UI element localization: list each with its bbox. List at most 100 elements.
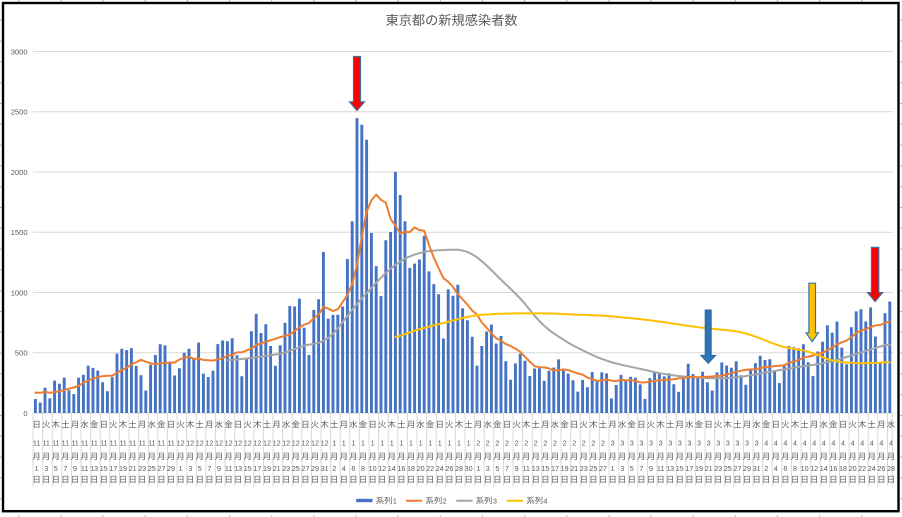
svg-text:28: 28 — [455, 464, 463, 473]
svg-text:3: 3 — [726, 439, 730, 448]
svg-text:15: 15 — [244, 464, 252, 473]
svg-text:11: 11 — [657, 464, 664, 473]
svg-text:1: 1 — [611, 464, 615, 473]
svg-text:17: 17 — [551, 464, 559, 473]
svg-text:22: 22 — [858, 464, 866, 473]
svg-text:1500: 1500 — [11, 228, 28, 237]
svg-text:5: 5 — [630, 464, 634, 473]
svg-text:25: 25 — [724, 464, 732, 473]
svg-text:4: 4 — [879, 439, 883, 448]
svg-text:29: 29 — [743, 464, 751, 473]
svg-text:1: 1 — [332, 439, 336, 448]
svg-text:15: 15 — [541, 464, 549, 473]
svg-text:12: 12 — [205, 439, 213, 448]
svg-text:2500: 2500 — [11, 108, 28, 117]
svg-text:9: 9 — [649, 464, 653, 473]
svg-text:11: 11 — [167, 439, 174, 448]
svg-text:23: 23 — [580, 464, 588, 473]
svg-text:4: 4 — [870, 439, 874, 448]
svg-text:18: 18 — [839, 464, 847, 473]
svg-text:3: 3 — [697, 439, 701, 448]
svg-text:4: 4 — [803, 439, 807, 448]
svg-text:25: 25 — [148, 464, 156, 473]
svg-text:5: 5 — [495, 464, 499, 473]
svg-text:19: 19 — [561, 464, 569, 473]
svg-text:12: 12 — [177, 439, 185, 448]
svg-text:11: 11 — [522, 464, 529, 473]
svg-text:16: 16 — [397, 464, 405, 473]
svg-text:4: 4 — [774, 464, 778, 473]
svg-text:20: 20 — [417, 464, 425, 473]
svg-text:16: 16 — [829, 464, 837, 473]
svg-text:11: 11 — [138, 439, 145, 448]
svg-text:11: 11 — [33, 439, 40, 448]
svg-text:27: 27 — [157, 464, 165, 473]
svg-text:17: 17 — [685, 464, 693, 473]
svg-text:11: 11 — [71, 439, 78, 448]
svg-text:2: 2 — [553, 439, 557, 448]
svg-text:12: 12 — [311, 439, 319, 448]
svg-text:12: 12 — [225, 439, 233, 448]
svg-text:11: 11 — [129, 439, 136, 448]
svg-text:1: 1 — [399, 439, 403, 448]
svg-text:3: 3 — [659, 439, 663, 448]
svg-text:25: 25 — [589, 464, 597, 473]
svg-text:4: 4 — [822, 439, 826, 448]
svg-text:0: 0 — [23, 409, 27, 418]
svg-text:27: 27 — [599, 464, 607, 473]
svg-text:12: 12 — [196, 439, 204, 448]
svg-text:1: 1 — [351, 439, 355, 448]
svg-text:4: 4 — [342, 464, 346, 473]
svg-text:10: 10 — [801, 464, 809, 473]
svg-text:29: 29 — [167, 464, 175, 473]
svg-text:3: 3 — [649, 439, 653, 448]
svg-text:4: 4 — [841, 439, 845, 448]
svg-text:19: 19 — [119, 464, 127, 473]
svg-text:31: 31 — [321, 464, 329, 473]
svg-text:12: 12 — [810, 464, 818, 473]
svg-text:2: 2 — [534, 439, 538, 448]
svg-text:2: 2 — [505, 439, 509, 448]
svg-text:3: 3 — [716, 439, 720, 448]
svg-text:26: 26 — [877, 464, 885, 473]
svg-text:2: 2 — [591, 439, 595, 448]
svg-text:2: 2 — [524, 439, 528, 448]
svg-text:4: 4 — [889, 439, 893, 448]
svg-text:13: 13 — [532, 464, 540, 473]
svg-text:12: 12 — [215, 439, 223, 448]
svg-text:6: 6 — [351, 464, 355, 473]
svg-text:11: 11 — [42, 439, 49, 448]
svg-text:2: 2 — [443, 497, 447, 506]
svg-text:11: 11 — [158, 439, 165, 448]
svg-text:4: 4 — [793, 439, 797, 448]
svg-text:1: 1 — [179, 464, 183, 473]
svg-text:22: 22 — [426, 464, 434, 473]
svg-text:3: 3 — [620, 464, 624, 473]
svg-text:5: 5 — [54, 464, 58, 473]
svg-text:23: 23 — [138, 464, 146, 473]
svg-text:11: 11 — [90, 439, 97, 448]
svg-text:21: 21 — [129, 464, 137, 473]
svg-text:2: 2 — [486, 439, 490, 448]
svg-text:4: 4 — [812, 439, 816, 448]
svg-text:2: 2 — [563, 439, 567, 448]
svg-text:3: 3 — [188, 464, 192, 473]
svg-text:21: 21 — [570, 464, 578, 473]
svg-text:1: 1 — [457, 439, 461, 448]
svg-text:11: 11 — [148, 439, 155, 448]
svg-text:13: 13 — [234, 464, 242, 473]
svg-text:21: 21 — [705, 464, 713, 473]
svg-text:12: 12 — [292, 439, 300, 448]
svg-text:4: 4 — [783, 439, 787, 448]
svg-text:14: 14 — [820, 464, 828, 473]
svg-text:7: 7 — [639, 464, 643, 473]
svg-text:30: 30 — [465, 464, 473, 473]
svg-text:8: 8 — [361, 464, 365, 473]
svg-text:3: 3 — [755, 439, 759, 448]
svg-text:2: 2 — [495, 439, 499, 448]
svg-text:15: 15 — [100, 464, 108, 473]
svg-text:28: 28 — [887, 464, 895, 473]
svg-text:12: 12 — [244, 439, 252, 448]
svg-text:4: 4 — [860, 439, 864, 448]
svg-text:11: 11 — [110, 439, 117, 448]
